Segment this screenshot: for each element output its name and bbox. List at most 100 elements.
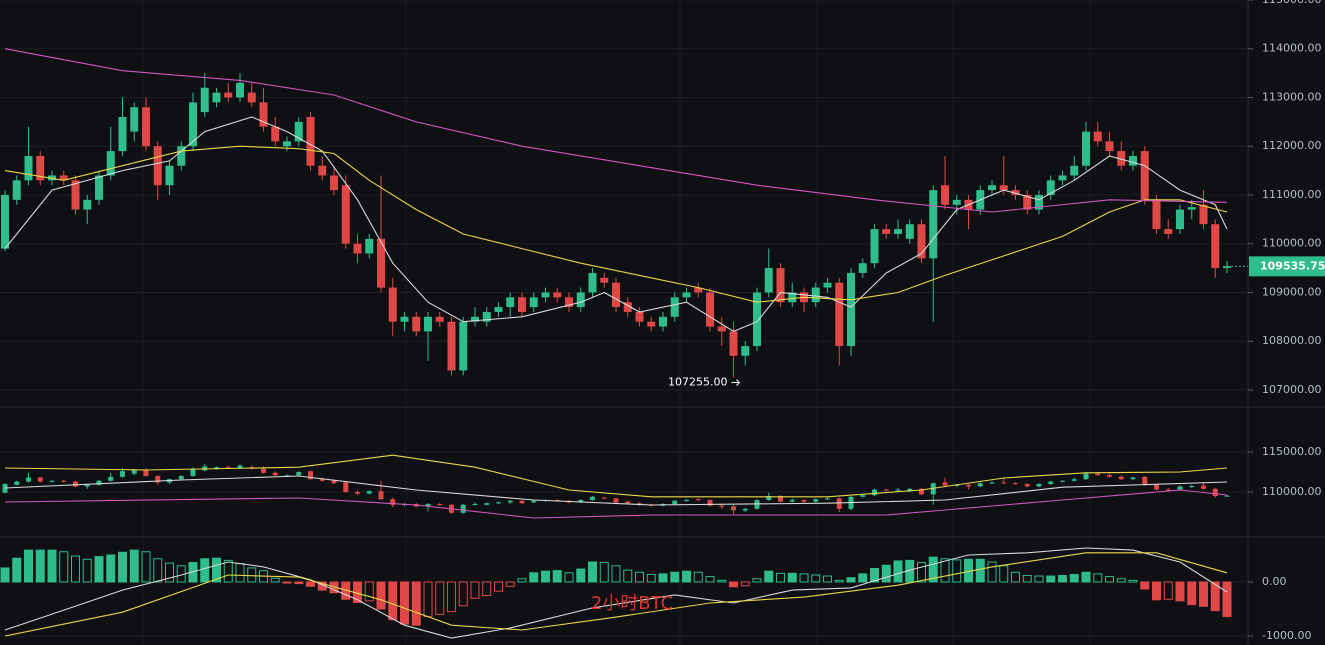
candle-body <box>694 287 703 293</box>
candle-body <box>294 121 303 142</box>
candle-body <box>576 292 585 308</box>
candle-body <box>1058 175 1067 181</box>
candle-body <box>741 346 750 356</box>
macd-bar <box>752 578 762 583</box>
candle-body <box>882 229 891 234</box>
candle-body <box>847 272 855 347</box>
candle-body <box>858 263 867 273</box>
candle-body <box>200 87 209 113</box>
macd-bar <box>740 581 750 587</box>
macd-bar <box>447 581 456 613</box>
y-tick-label: 111000.00 <box>1262 188 1322 201</box>
macd-bar <box>35 549 45 583</box>
candle-body <box>494 307 503 312</box>
candle-body <box>1164 229 1173 234</box>
macd-bar <box>893 560 903 583</box>
macd-bar <box>505 581 515 587</box>
macd-bar <box>106 554 116 583</box>
candle-body <box>271 126 280 142</box>
macd-bar <box>823 575 832 583</box>
macd-bar <box>306 581 315 587</box>
candle-body <box>1071 479 1077 481</box>
macd-bar <box>799 573 809 583</box>
candle-body <box>424 316 432 332</box>
candle-body <box>400 316 409 322</box>
candle-body <box>988 185 996 191</box>
macd-bar <box>541 570 550 583</box>
candle-body <box>789 500 795 502</box>
macd-bar <box>952 559 962 583</box>
y-tick-label: 115000.00 <box>1262 0 1322 6</box>
candle-body <box>601 497 607 499</box>
macd-bar <box>599 562 609 583</box>
candle-body <box>355 492 360 494</box>
candle-body <box>1 194 9 249</box>
candle-body <box>835 282 844 347</box>
candle-body <box>83 199 92 210</box>
macd-bar <box>1187 581 1197 606</box>
macd-bar <box>24 549 33 583</box>
candle-body <box>95 175 103 200</box>
macd-bar <box>388 581 398 621</box>
candle-body <box>143 469 149 476</box>
candle-body <box>1107 475 1112 477</box>
candle-body <box>1154 484 1159 490</box>
macd-bar <box>494 581 503 592</box>
macd-bar <box>564 572 574 583</box>
candle-body <box>717 326 726 332</box>
y-tick-label: 113000.00 <box>1262 90 1322 103</box>
candle-body <box>1165 489 1171 491</box>
candle-body <box>343 482 349 492</box>
candle-body <box>73 481 78 487</box>
indicator-line <box>4 145 1228 303</box>
candle-body <box>1177 486 1183 490</box>
macd-bar <box>141 551 151 583</box>
candle-body <box>670 297 679 317</box>
candle-body <box>952 199 961 205</box>
candle-body <box>236 82 244 98</box>
candle-body <box>106 151 115 176</box>
macd-bar <box>1199 581 1208 607</box>
candle-body <box>484 503 490 505</box>
candle-body <box>212 92 221 103</box>
candle-body <box>941 185 949 205</box>
candle-body <box>284 475 290 477</box>
candle-body <box>753 292 761 347</box>
candle-body <box>330 175 338 191</box>
candle-body <box>659 316 667 327</box>
macd-bar <box>682 570 691 583</box>
last-price-label: 109535.75 <box>1260 259 1325 272</box>
macd-bar <box>364 581 374 602</box>
candle-body <box>108 476 114 481</box>
macd-bar <box>153 558 163 583</box>
y-tick-label: 109000.00 <box>1262 285 1322 298</box>
candle-body <box>1201 485 1206 489</box>
indicator-line <box>4 547 1228 639</box>
macd-bar <box>670 571 680 583</box>
candle-body <box>1023 194 1032 210</box>
candle-body <box>177 146 186 166</box>
macd-bar <box>987 561 997 583</box>
candle-body <box>1142 476 1148 485</box>
macd-bar <box>1222 581 1232 618</box>
macd-bar <box>165 562 174 583</box>
y-tick-label: 115000.00 <box>1262 445 1322 458</box>
macd-bar <box>1011 571 1020 583</box>
macd-bar <box>1140 581 1150 590</box>
candle-body <box>1083 473 1089 480</box>
candle-body <box>612 282 620 308</box>
macd-bar <box>576 568 586 583</box>
candle-body <box>1117 151 1126 166</box>
candle-body <box>155 476 161 483</box>
macd-bar <box>1069 573 1079 583</box>
candle-body <box>388 287 397 322</box>
candle-body <box>766 496 772 500</box>
candle-body <box>1152 199 1161 230</box>
candle-body <box>459 321 468 371</box>
low-annotation: 107255.00 <box>668 376 728 389</box>
indicator-line <box>4 116 1228 333</box>
candle-body <box>917 224 926 259</box>
macd-bar <box>1022 575 1032 583</box>
macd-bar <box>435 581 445 615</box>
